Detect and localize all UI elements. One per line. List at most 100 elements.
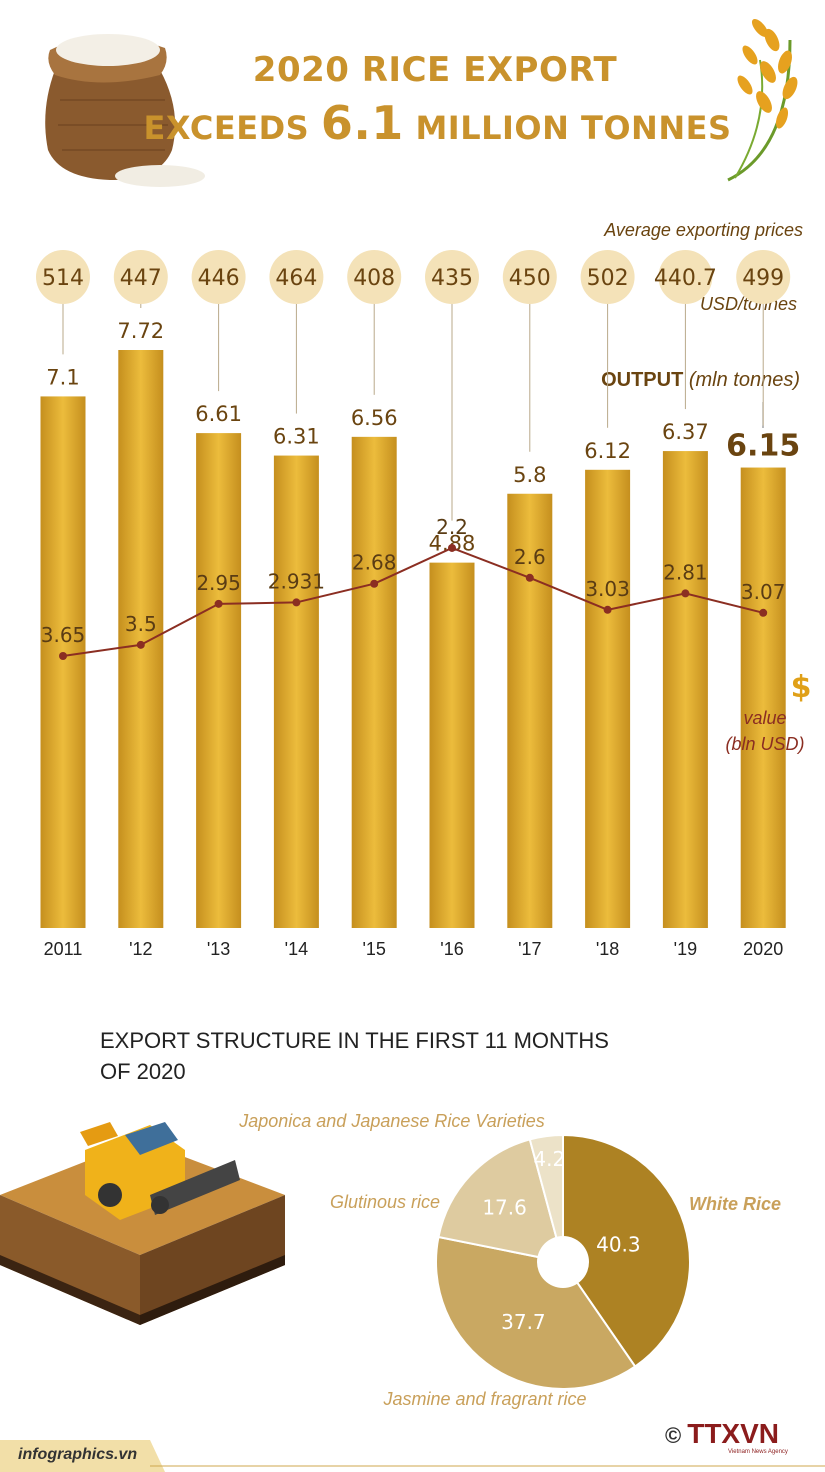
value-label: 3.5 — [125, 612, 157, 636]
category-label: '12 — [129, 939, 152, 959]
price-label: 514 — [42, 266, 84, 291]
value-point — [370, 579, 379, 588]
value-label: 3.65 — [41, 623, 86, 647]
value-label: 2.2 — [436, 515, 468, 539]
value-point — [136, 640, 145, 649]
price-bubble — [425, 250, 479, 304]
value-label: 2.68 — [352, 551, 397, 575]
output-bar — [429, 562, 475, 928]
category-label: '17 — [518, 939, 541, 959]
value-point — [759, 608, 768, 617]
pie-category-label: White Rice — [689, 1194, 781, 1214]
price-bubble — [658, 250, 713, 304]
output-label: 6.61 — [195, 402, 242, 426]
value-label: 3.03 — [585, 577, 630, 601]
value-unit: (bln USD) — [725, 734, 804, 754]
pie-slice — [562, 1133, 691, 1368]
value-point — [681, 589, 690, 598]
logo-text: TTXVN — [687, 1418, 779, 1449]
output-bar — [740, 467, 786, 928]
pie-value-label: 17.6 — [482, 1195, 527, 1219]
category-label: '19 — [674, 939, 697, 959]
pie-hole — [537, 1236, 589, 1288]
section-title: EXPORT STRUCTURE IN THE FIRST 11 MONTHS … — [100, 1028, 609, 1084]
output-label: 7.1 — [46, 365, 79, 389]
price-bubble — [736, 250, 791, 304]
value-label: 3.07 — [741, 580, 786, 604]
price-label: 464 — [275, 266, 317, 291]
output-label: 6.15 — [726, 429, 800, 464]
price-bubble — [113, 250, 168, 304]
price-label: 435 — [431, 266, 473, 291]
price-label: 499 — [742, 266, 784, 291]
pie-category-label: Jasmine and fragrant rice — [382, 1389, 586, 1409]
output-bar — [351, 436, 397, 928]
output-bar — [507, 493, 553, 928]
footer-site[interactable]: infographics.vn — [18, 1446, 138, 1463]
pie-slice — [435, 1235, 637, 1390]
pie-value-label: 4.2 — [533, 1147, 565, 1171]
price-bubble — [347, 250, 402, 304]
title-prefix: EXCEEDS — [143, 109, 310, 147]
value-label: 2.81 — [663, 560, 708, 584]
page-title-line1: 2020 RICE EXPORT — [252, 50, 618, 90]
pie-category-label: Glutinous rice — [330, 1192, 440, 1212]
value-point — [525, 573, 534, 582]
value-title: value — [743, 708, 786, 728]
category-label: '13 — [207, 939, 230, 959]
output-label: 6.56 — [351, 406, 398, 430]
price-bubble — [502, 250, 557, 304]
output-label: 6.12 — [584, 439, 631, 463]
pie-value-label: 40.3 — [596, 1233, 641, 1257]
price-label: 502 — [587, 266, 629, 291]
output-bar — [40, 396, 86, 928]
output-title: OUTPUT (mln tonnes) — [601, 369, 800, 391]
output-bar — [585, 469, 631, 928]
title-suffix: MILLION TONNES — [415, 109, 732, 147]
value-point — [448, 543, 456, 552]
price-bubble — [36, 250, 90, 304]
output-label: 6.37 — [662, 420, 709, 444]
output-label: 7.72 — [117, 319, 164, 343]
page-title-line2: EXCEEDS 6.1 MILLION TONNES — [0, 96, 825, 150]
category-label: 2020 — [743, 939, 783, 959]
pie-category-label: Japonica and Japanese Rice Varieties — [238, 1111, 545, 1131]
value-label: 2.6 — [514, 545, 546, 569]
category-label: '14 — [285, 939, 308, 959]
output-bar — [662, 451, 708, 928]
output-bar — [273, 455, 319, 928]
footer-bar — [0, 1440, 165, 1472]
category-label: 2011 — [44, 939, 83, 959]
rice-sack-icon — [45, 34, 205, 187]
value-point — [59, 652, 67, 660]
value-label: 2.931 — [268, 569, 325, 593]
price-label: 447 — [120, 266, 162, 291]
price-bubble — [269, 250, 324, 304]
value-point — [214, 599, 223, 608]
price-label: 440.7 — [654, 266, 717, 291]
value-label: 2.95 — [196, 571, 241, 595]
price-label: 408 — [353, 266, 395, 291]
value-point — [292, 598, 301, 607]
dollar-icon: $ — [791, 670, 812, 705]
output-bar — [118, 350, 164, 928]
pie-slice — [528, 1133, 564, 1263]
pie-slice — [437, 1138, 565, 1264]
svg-text:$: $ — [791, 670, 812, 705]
prices-title: Average exporting prices — [603, 220, 803, 240]
output-label: 6.31 — [273, 425, 320, 449]
value-point — [603, 605, 612, 614]
pie-value-label: 37.7 — [501, 1310, 546, 1334]
ttxvn-logo: © TTXVN — [665, 1418, 779, 1450]
category-label: '16 — [440, 939, 463, 959]
harvester-icon — [0, 1122, 285, 1325]
price-label: 450 — [509, 266, 551, 291]
price-label: 446 — [198, 266, 240, 291]
price-bubble — [191, 250, 246, 304]
output-label: 5.8 — [513, 463, 546, 487]
title-number: 6.1 — [320, 96, 404, 150]
rice-stalk-icon — [727, 18, 798, 182]
category-label: '15 — [362, 939, 385, 959]
